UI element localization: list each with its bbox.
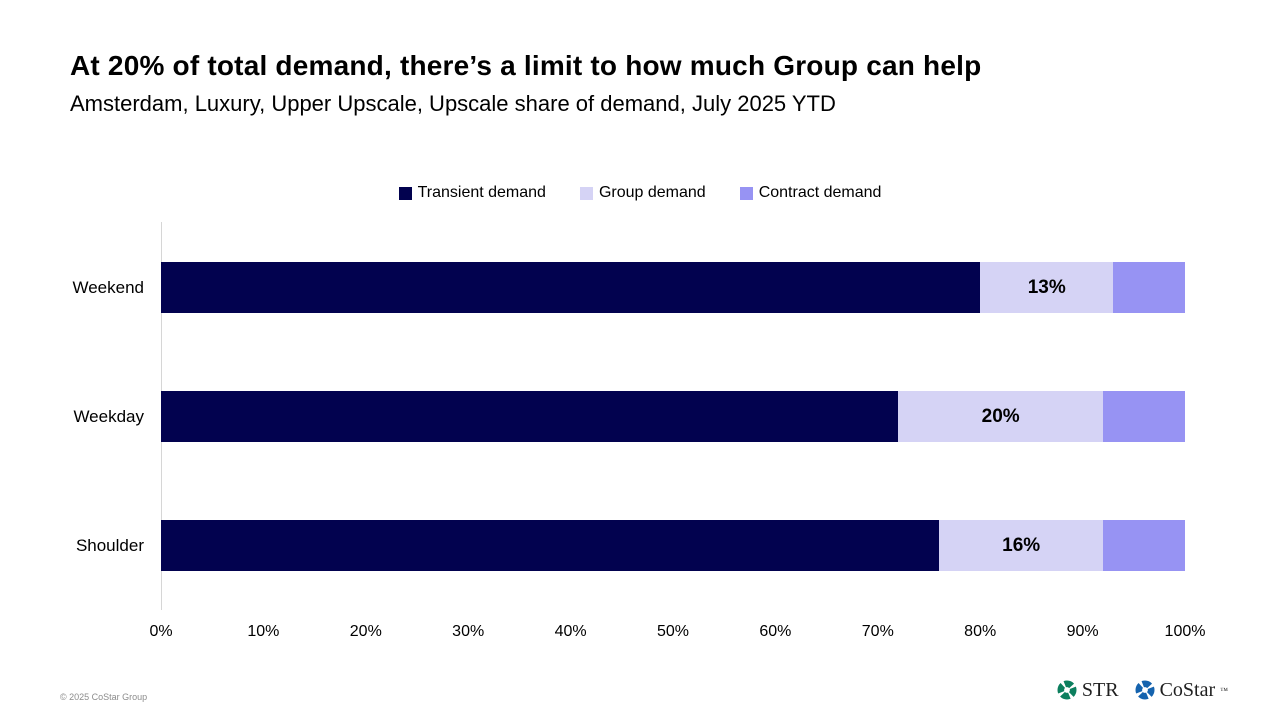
x-tick-label: 80% — [964, 623, 997, 640]
x-tick-label: 0% — [149, 623, 173, 640]
chart-legend: Transient demand Group demand Contract dem… — [0, 183, 1280, 203]
page-subtitle: Amsterdam, Luxury, Upper Upscale, Upscal… — [70, 91, 836, 116]
bar-row-weekend: Weekend 13% — [72, 262, 1185, 313]
page-title: At 20% of total demand, there’s a limit … — [70, 50, 982, 81]
bar-row-weekday: Weekday 20% — [73, 391, 1185, 442]
bar-segment-0-weekday — [161, 391, 899, 442]
data-label: 13% — [1027, 276, 1066, 298]
costar-logo: CoStar ™ — [1135, 680, 1228, 700]
legend-swatch-icon — [739, 186, 753, 200]
legend-label: Group demand — [598, 184, 706, 201]
x-tick-label: 50% — [656, 623, 690, 640]
bar-segment-2-weekend — [1113, 262, 1185, 313]
x-tick-label: 100% — [1164, 623, 1206, 640]
legend-item-2: Contract demand — [739, 184, 882, 202]
legend-label: Contract demand — [758, 184, 882, 201]
category-label: Weekday — [73, 406, 144, 426]
x-axis: 0% 10% 20% 30% 40% 50% 60% 70% 80% 90% 100% — [149, 623, 1205, 645]
bar-segment-1-weekend: 13% — [980, 262, 1114, 313]
x-tick-label: 30% — [452, 623, 485, 640]
copyright-text: © 2025 CoStar Group — [60, 692, 148, 702]
data-label: 20% — [981, 405, 1020, 427]
legend-swatch-icon — [579, 186, 593, 200]
data-label: 16% — [1002, 534, 1041, 556]
bar-segment-2-shoulder — [1103, 520, 1185, 571]
costar-pinwheel-icon — [1135, 680, 1155, 700]
x-tick-label: 70% — [861, 623, 894, 640]
str-logo-text: STR — [1081, 679, 1119, 701]
footer-logos: STR CoStar ™ — [1057, 676, 1228, 704]
str-pinwheel-icon — [1057, 680, 1077, 700]
legend-swatch-icon — [398, 186, 412, 200]
x-tick-label: 20% — [349, 623, 382, 640]
x-tick-label: 40% — [554, 623, 587, 640]
bar-segment-1-weekday: 20% — [898, 391, 1104, 442]
legend-item-1: Group demand — [579, 184, 706, 202]
costar-trademark: ™ — [1220, 685, 1228, 695]
legend-item-0: Transient demand — [398, 184, 546, 202]
bar-segment-2-weekday — [1103, 391, 1185, 442]
x-tick-label: 60% — [759, 623, 792, 640]
bar-segment-1-shoulder: 16% — [939, 520, 1104, 571]
category-label: Weekend — [72, 277, 144, 297]
x-tick-label: 90% — [1066, 623, 1099, 640]
category-label: Shoulder — [75, 535, 144, 555]
str-logo: STR — [1057, 680, 1119, 700]
x-tick-label: 10% — [247, 623, 280, 640]
bar-segment-0-weekend — [161, 262, 981, 313]
bar-chart: Weekend 13% Weekday 20% Shoulder 16% — [72, 222, 1185, 610]
bar-segment-0-shoulder — [161, 520, 940, 571]
costar-logo-text: CoStar — [1159, 679, 1216, 701]
bar-row-shoulder: Shoulder 16% — [76, 520, 1185, 571]
legend-label: Transient demand — [417, 184, 546, 201]
